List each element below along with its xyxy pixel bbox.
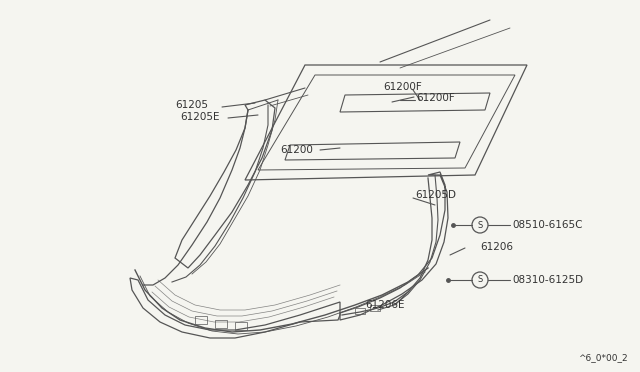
Text: 61205: 61205 bbox=[175, 100, 208, 110]
Text: 61205E: 61205E bbox=[180, 112, 220, 122]
Text: S: S bbox=[477, 276, 483, 285]
Text: 61205D: 61205D bbox=[415, 190, 456, 200]
Text: 08510-6165C: 08510-6165C bbox=[512, 220, 582, 230]
Text: 61206: 61206 bbox=[480, 242, 513, 252]
Text: S: S bbox=[477, 221, 483, 230]
Text: 61200F: 61200F bbox=[383, 82, 422, 92]
Text: 08310-6125D: 08310-6125D bbox=[512, 275, 583, 285]
Text: 61206E: 61206E bbox=[365, 300, 404, 310]
Text: 61200: 61200 bbox=[280, 145, 313, 155]
Text: 61200F: 61200F bbox=[416, 93, 455, 103]
Text: ^6_0*00_2: ^6_0*00_2 bbox=[579, 353, 628, 362]
